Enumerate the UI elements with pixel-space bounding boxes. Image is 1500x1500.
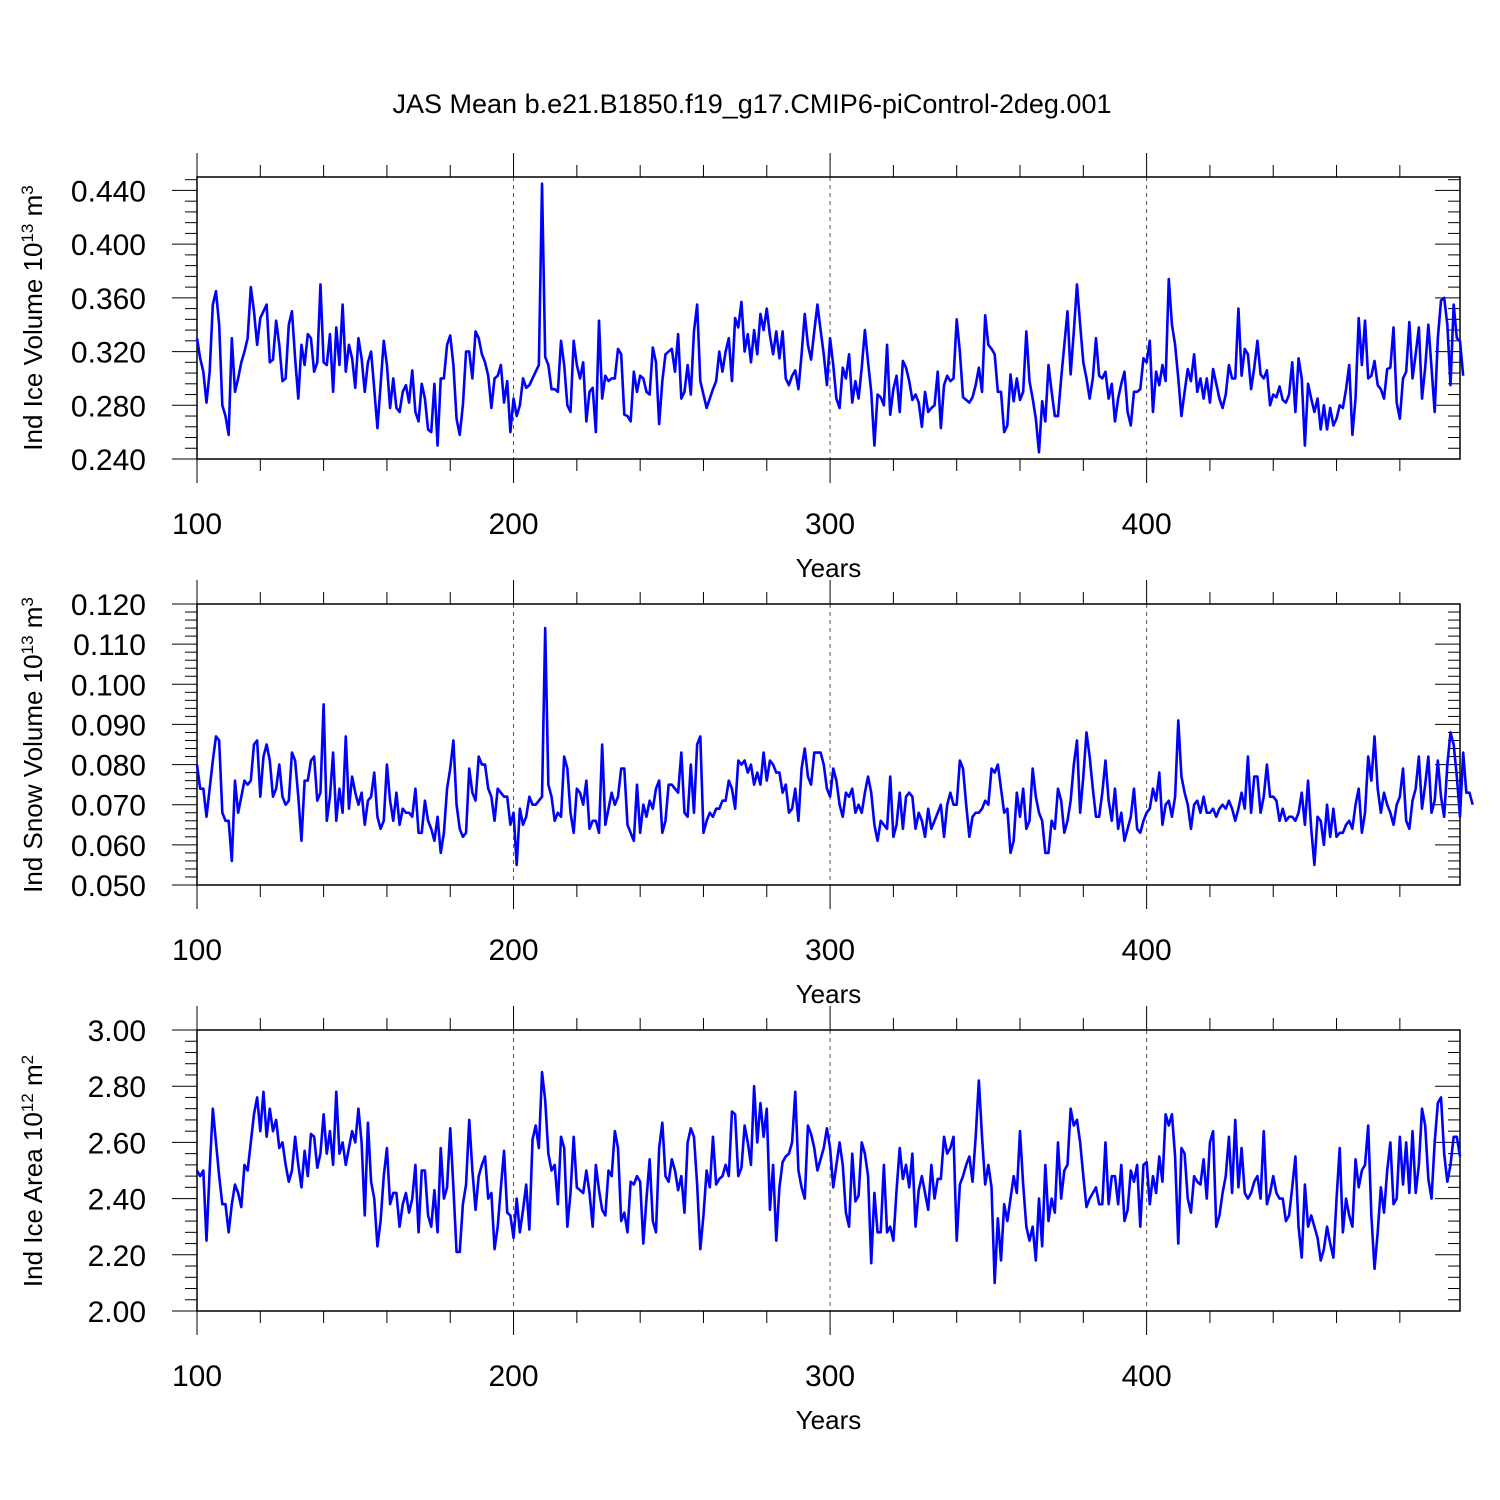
- y-tick-label: 0.090: [71, 709, 146, 742]
- y-tick-label: 0.110: [73, 629, 146, 662]
- y-tick-label: 0.440: [71, 175, 146, 208]
- y-axis-label-part: m: [18, 1064, 48, 1093]
- y-tick-label: 0.120: [71, 589, 146, 622]
- y-tick-label: 0.400: [71, 229, 146, 262]
- x-tick-label: 400: [1122, 1360, 1172, 1393]
- y-tick-label: 0.070: [71, 790, 146, 823]
- x-tick-label: 300: [805, 508, 855, 541]
- y-tick-label: 0.100: [71, 669, 146, 702]
- y-axis-label-superscript: 13: [18, 635, 37, 654]
- x-tick-label: 300: [805, 1360, 855, 1393]
- x-tick-label: 300: [805, 934, 855, 967]
- y-axis-label-part: m: [18, 195, 48, 224]
- plot-frame: [196, 603, 1461, 886]
- y-tick-label: 0.360: [71, 283, 146, 316]
- y-axis-label-part: Ind Snow Volume 10: [18, 654, 48, 893]
- y-axis-label-superscript: 3: [18, 185, 37, 194]
- plot-frame: [196, 1029, 1461, 1312]
- y-tick-label: 3.00: [88, 1015, 146, 1048]
- y-tick-label: 2.60: [88, 1127, 146, 1160]
- x-tick-label: 100: [172, 1360, 222, 1393]
- x-tick-label: 100: [172, 508, 222, 541]
- series-line: [195, 1070, 1462, 1285]
- series-line: [195, 182, 1465, 454]
- y-tick-label: 0.280: [71, 390, 146, 423]
- y-axis-label: Ind Ice Area 1012 m2: [18, 1055, 49, 1287]
- x-axis-label: Years: [796, 553, 862, 583]
- y-tick-label: 2.00: [88, 1296, 146, 1329]
- y-tick-label: 0.060: [71, 830, 146, 863]
- y-axis-label-superscript: 3: [18, 597, 37, 606]
- y-axis-label-superscript: 13: [18, 224, 37, 243]
- y-tick-label: 2.20: [88, 1240, 146, 1273]
- y-tick-label: 2.40: [88, 1184, 146, 1217]
- panel-snow-volume: 100 200 300 400 Years 0.050 0.060 0.070 0.080 0.0…: [18, 580, 1474, 1009]
- x-axis-label: Years: [796, 1405, 862, 1435]
- x-tick-label: 400: [1122, 508, 1172, 541]
- x-tick-label: 100: [172, 934, 222, 967]
- y-axis-label: Ind Snow Volume 1013 m3: [18, 597, 49, 893]
- y-tick-label: 2.80: [88, 1071, 146, 1104]
- plot-frame: [196, 176, 1461, 460]
- y-tick-label: 0.050: [71, 870, 146, 903]
- x-tick-label: 200: [489, 934, 539, 967]
- y-axis-label: Ind Ice Volume 1013 m3: [18, 185, 49, 450]
- x-axis-label: Years: [796, 979, 862, 1009]
- series-line: [195, 626, 1474, 867]
- x-tick-label: 200: [489, 1360, 539, 1393]
- y-axis-label-part: m: [18, 607, 48, 636]
- y-axis-label-superscript: 2: [18, 1055, 37, 1064]
- panel-ice-volume: 100 200 300 400 Years 0.240 0.280 0.320 0.360 0.4…: [18, 153, 1465, 583]
- y-axis-label-part: Ind Ice Area 10: [18, 1112, 48, 1287]
- x-tick-label: 400: [1122, 934, 1172, 967]
- y-axis-label-superscript: 12: [18, 1093, 37, 1112]
- x-tick-label: 200: [489, 508, 539, 541]
- y-tick-label: 0.320: [71, 337, 146, 370]
- y-tick-label: 0.080: [71, 750, 146, 783]
- y-axis-label-part: Ind Ice Volume 10: [18, 243, 48, 451]
- panel-ice-area: 100 200 300 400 Years 2.00 2.20 2.40 2.60 2.80 3.0…: [18, 1006, 1462, 1435]
- y-tick-label: 0.240: [71, 444, 146, 477]
- figure-title: JAS Mean b.e21.B1850.f19_g17.CMIP6-piCon…: [393, 89, 1112, 119]
